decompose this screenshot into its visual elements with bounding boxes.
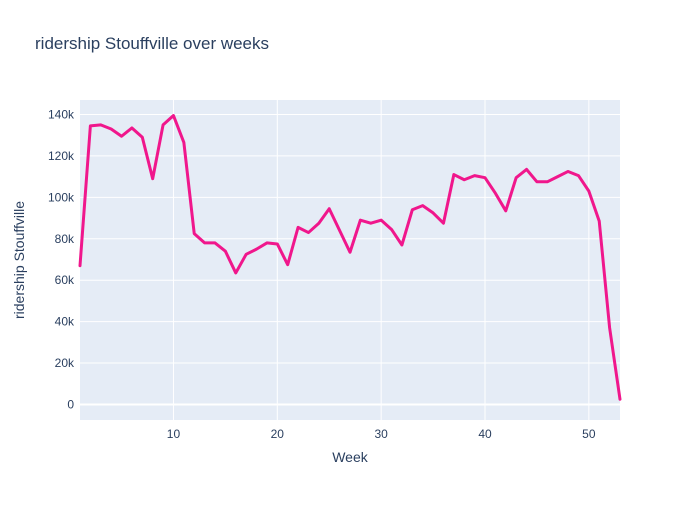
data-point — [463, 178, 466, 181]
plot-area — [80, 100, 620, 420]
data-point — [442, 222, 445, 225]
data-point — [359, 218, 362, 222]
data-point — [244, 253, 248, 256]
data-point — [172, 114, 175, 117]
data-point — [556, 175, 559, 178]
y-tick-label: 100k — [48, 190, 75, 204]
data-point — [130, 126, 134, 130]
data-point — [120, 135, 123, 138]
data-point — [587, 189, 591, 193]
data-point — [379, 218, 383, 222]
data-point — [224, 249, 227, 253]
data-point — [421, 204, 424, 207]
data-point — [431, 211, 435, 215]
data-point — [89, 124, 92, 128]
data-point — [369, 222, 372, 225]
data-point — [286, 263, 289, 266]
data-point — [255, 247, 258, 251]
data-point — [566, 170, 570, 173]
data-point — [193, 232, 196, 235]
data-point — [307, 231, 310, 234]
y-tick-label: 0 — [67, 397, 74, 411]
data-point — [328, 207, 331, 210]
data-point — [525, 168, 528, 171]
data-point — [598, 219, 601, 223]
y-tick-label: 40k — [55, 315, 75, 329]
x-tick-label: 50 — [582, 427, 596, 441]
data-point — [317, 222, 321, 225]
data-point — [78, 264, 82, 267]
data-point — [411, 208, 414, 211]
y-tick-label: 140k — [48, 107, 75, 121]
data-point — [338, 229, 341, 232]
x-axis-title: Week — [332, 449, 369, 465]
x-tick-label: 30 — [374, 427, 388, 441]
data-point — [618, 398, 622, 401]
data-point — [608, 326, 611, 330]
data-point — [514, 176, 518, 179]
data-point — [535, 180, 539, 184]
y-tick-label: 120k — [48, 149, 75, 163]
data-point — [494, 192, 497, 195]
data-point — [99, 123, 102, 127]
data-point — [161, 123, 165, 127]
y-tick-label: 20k — [55, 356, 75, 370]
x-tick-label: 20 — [271, 427, 285, 441]
data-point — [577, 174, 580, 177]
x-tick-label: 40 — [478, 427, 492, 441]
data-point — [234, 271, 237, 275]
data-point — [473, 174, 476, 177]
data-point — [546, 180, 549, 184]
data-point — [348, 251, 352, 254]
data-point — [141, 136, 144, 139]
data-point — [182, 141, 186, 144]
y-tick-label: 80k — [55, 232, 75, 246]
data-point — [276, 242, 279, 246]
data-point — [400, 243, 404, 247]
data-point — [213, 241, 217, 245]
data-point — [390, 228, 393, 231]
data-point — [296, 226, 300, 229]
data-point — [504, 209, 507, 213]
data-point — [203, 241, 206, 245]
data-point — [151, 177, 154, 180]
data-point — [452, 173, 456, 176]
chart-title: ridership Stouffville over weeks — [35, 34, 270, 53]
data-point — [109, 127, 113, 131]
data-point — [265, 241, 269, 245]
x-tick-label: 10 — [167, 427, 181, 441]
y-axis-title: ridership Stouffville — [11, 201, 27, 319]
y-tick-label: 60k — [55, 273, 75, 287]
data-point — [483, 176, 487, 179]
